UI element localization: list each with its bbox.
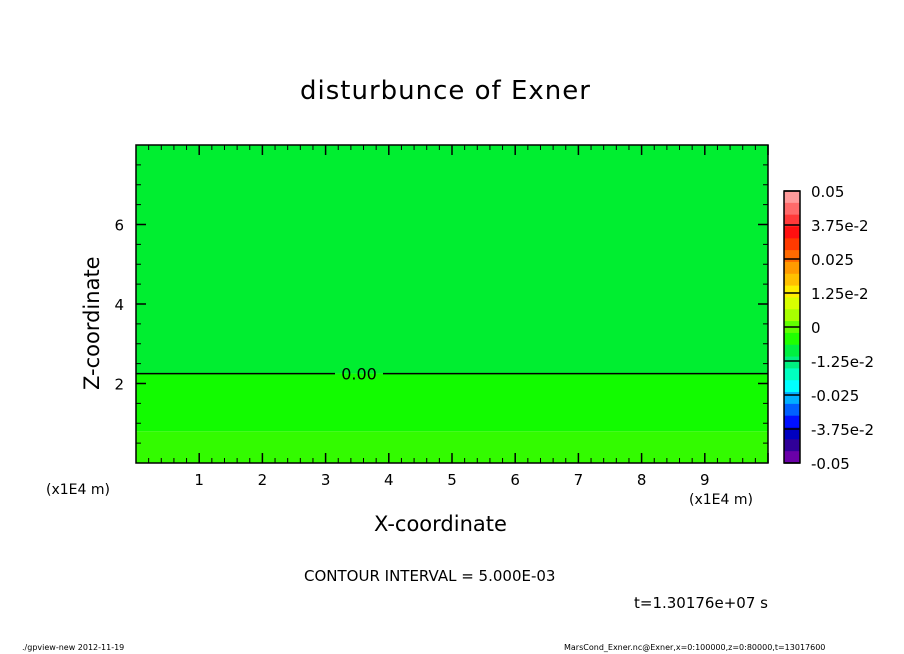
- colorbar-band: [784, 309, 800, 322]
- colorbar-band: [784, 380, 800, 393]
- y-tick-label: 4: [114, 296, 124, 314]
- fill-region: [136, 373, 768, 432]
- colorbar-band: [784, 214, 800, 227]
- x-tick-label: 3: [321, 471, 331, 489]
- colorbar-band: [784, 392, 800, 405]
- colorbar-band: [784, 285, 800, 298]
- y-axis-label: Z-coordinate: [80, 256, 104, 390]
- colorbar-label: 3.75e-2: [811, 217, 869, 235]
- colorbar-label: -1.25e-2: [811, 353, 874, 371]
- time-label: t=1.30176e+07 s: [634, 594, 768, 612]
- contour-label: 0.00: [341, 365, 377, 384]
- colorbar-label: -3.75e-2: [811, 421, 874, 439]
- contour-interval: CONTOUR INTERVAL = 5.000E-03: [304, 567, 556, 585]
- x-axis-label: X-coordinate: [374, 512, 507, 536]
- x-unit-label: (x1E4 m): [689, 492, 753, 508]
- colorbar-band: [784, 427, 800, 440]
- x-tick-label: 6: [510, 471, 520, 489]
- colorbar-label: -0.05: [811, 455, 850, 473]
- colorbar-frame: [783, 190, 801, 464]
- colorbar-band: [784, 261, 800, 275]
- colorbar-band: [784, 344, 800, 358]
- y-unit-label: (x1E4 m): [46, 482, 110, 498]
- colorbar-band: [784, 250, 800, 263]
- footer-left: ./gpview-new 2012-11-19: [22, 643, 125, 652]
- colorbar-band: [784, 403, 800, 417]
- x-tick-label: 1: [194, 471, 204, 489]
- colorbar-band: [784, 297, 800, 310]
- colorbar-label: 0.05: [811, 183, 844, 201]
- x-tick-label: 8: [637, 471, 647, 489]
- x-tick-label: 5: [447, 471, 457, 489]
- colorbar-band: [784, 439, 800, 452]
- colorbar-band: [784, 226, 800, 239]
- colorbar-band: [784, 368, 800, 381]
- colorbar-band: [784, 202, 800, 216]
- y-tick-label: 2: [114, 376, 124, 394]
- colorbar-band: [784, 273, 800, 287]
- fill-region: [136, 145, 768, 374]
- footer-right: MarsCond_Exner.nc@Exner,x=0:100000,z=0:8…: [564, 643, 826, 652]
- colorbar-band: [784, 356, 800, 369]
- chart-title: disturbunce of Exner: [300, 76, 591, 106]
- colorbar-band: [784, 332, 800, 346]
- colorbar-label: 0: [811, 319, 821, 337]
- colorbar-band: [784, 415, 800, 429]
- x-tick-label: 2: [258, 471, 268, 489]
- x-tick-label: 7: [574, 471, 584, 489]
- colorbar-band: [784, 238, 800, 251]
- colorbar-band: [784, 191, 800, 204]
- colorbar-label: 0.025: [811, 251, 854, 269]
- colorbar-label: 1.25e-2: [811, 285, 869, 303]
- colorbar-label: -0.025: [811, 387, 859, 405]
- x-tick-label: 4: [384, 471, 394, 489]
- x-tick-label: 9: [700, 471, 710, 489]
- colorbar-band: [784, 451, 800, 464]
- y-tick-label: 6: [114, 217, 124, 235]
